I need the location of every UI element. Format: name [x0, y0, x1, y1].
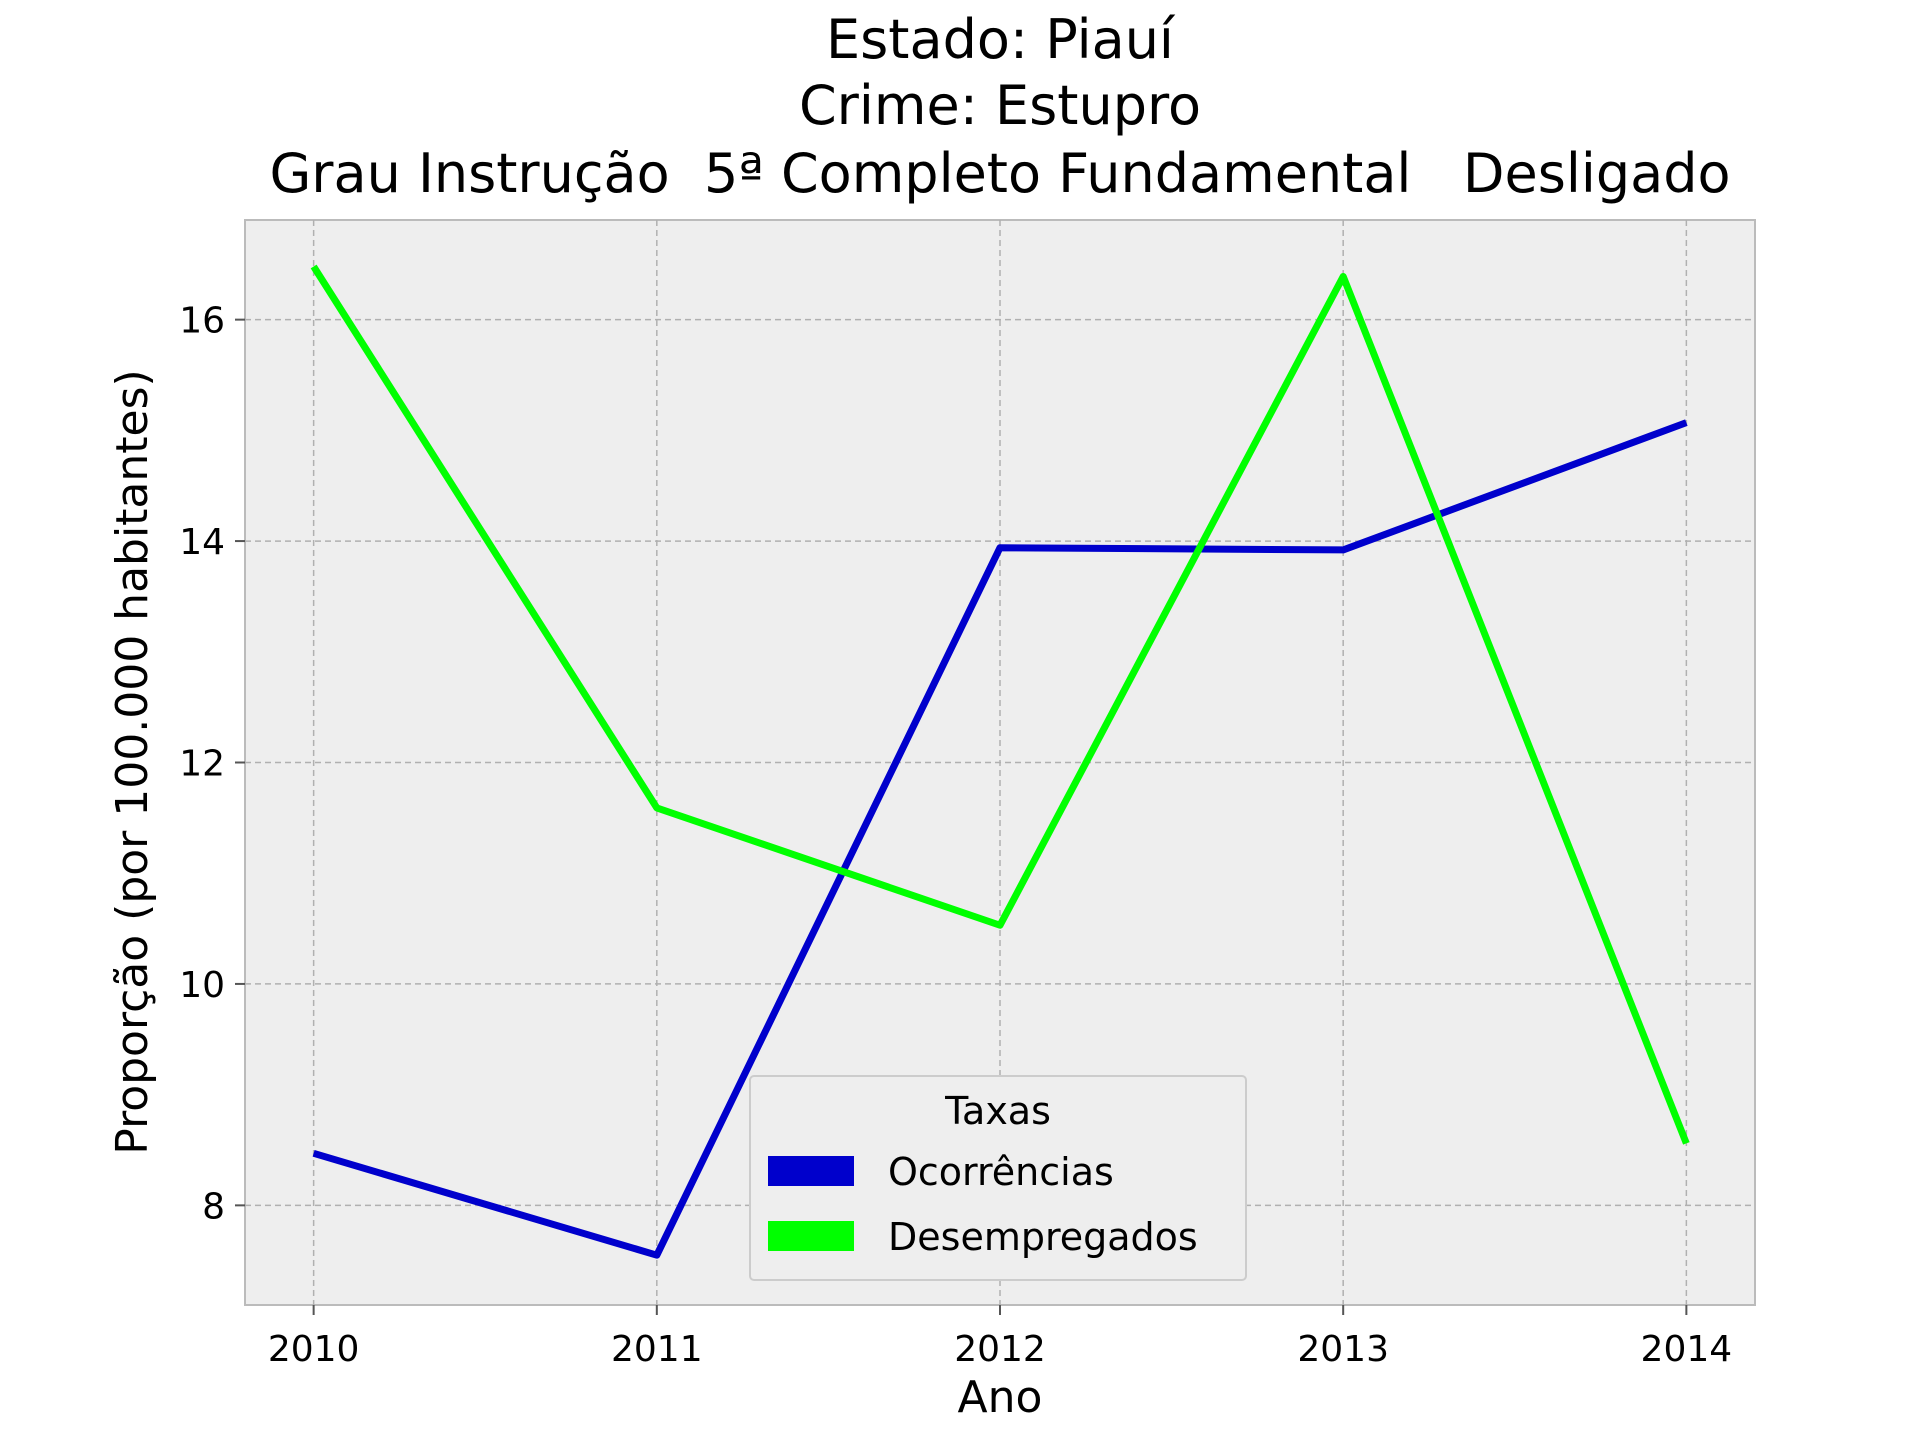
y-tick-label: 8	[202, 1186, 225, 1227]
chart-title: Estado: Piauí Crime: Estupro Grau Instru…	[269, 8, 1730, 205]
legend-swatch	[768, 1156, 854, 1186]
x-tick-label: 2011	[611, 1329, 703, 1370]
title-line-1: Estado: Piauí	[826, 8, 1176, 71]
legend-swatch	[768, 1221, 854, 1251]
legend: Taxas Ocorrências Desempregados	[749, 1075, 1247, 1281]
series-line-2	[310, 264, 1690, 1145]
x-tick-label: 2010	[268, 1329, 360, 1370]
x-tick-label: 2013	[1297, 1329, 1389, 1370]
title-line-3: Grau Instrução 5ª Completo Fundamental D…	[269, 142, 1730, 205]
x-axis-ticks: 2010 2011 2012 2013 2014	[268, 1305, 1732, 1370]
x-tick-label: 2014	[1641, 1329, 1733, 1370]
x-tick-label: 2012	[954, 1329, 1046, 1370]
legend-title: Taxas	[944, 1089, 1051, 1133]
legend-items: Ocorrências Desempregados	[768, 1150, 1198, 1259]
y-tick-label: 16	[179, 301, 225, 342]
y-tick-label: 12	[179, 744, 225, 785]
y-tick-label: 14	[179, 522, 225, 563]
legend-label: Desempregados	[888, 1215, 1198, 1259]
x-axis-label: Ano	[958, 1372, 1043, 1423]
y-axis-ticks: 8 10 12 14 16	[179, 301, 245, 1227]
series-lines	[310, 264, 1690, 1259]
y-axis-label: Proporção (por 100.000 habitantes)	[107, 369, 158, 1154]
legend-box	[749, 1075, 1247, 1281]
title-line-2: Crime: Estupro	[799, 74, 1201, 137]
series-line-1	[312, 419, 1688, 1259]
legend-label: Ocorrências	[888, 1150, 1114, 1194]
y-tick-label: 10	[179, 965, 225, 1006]
